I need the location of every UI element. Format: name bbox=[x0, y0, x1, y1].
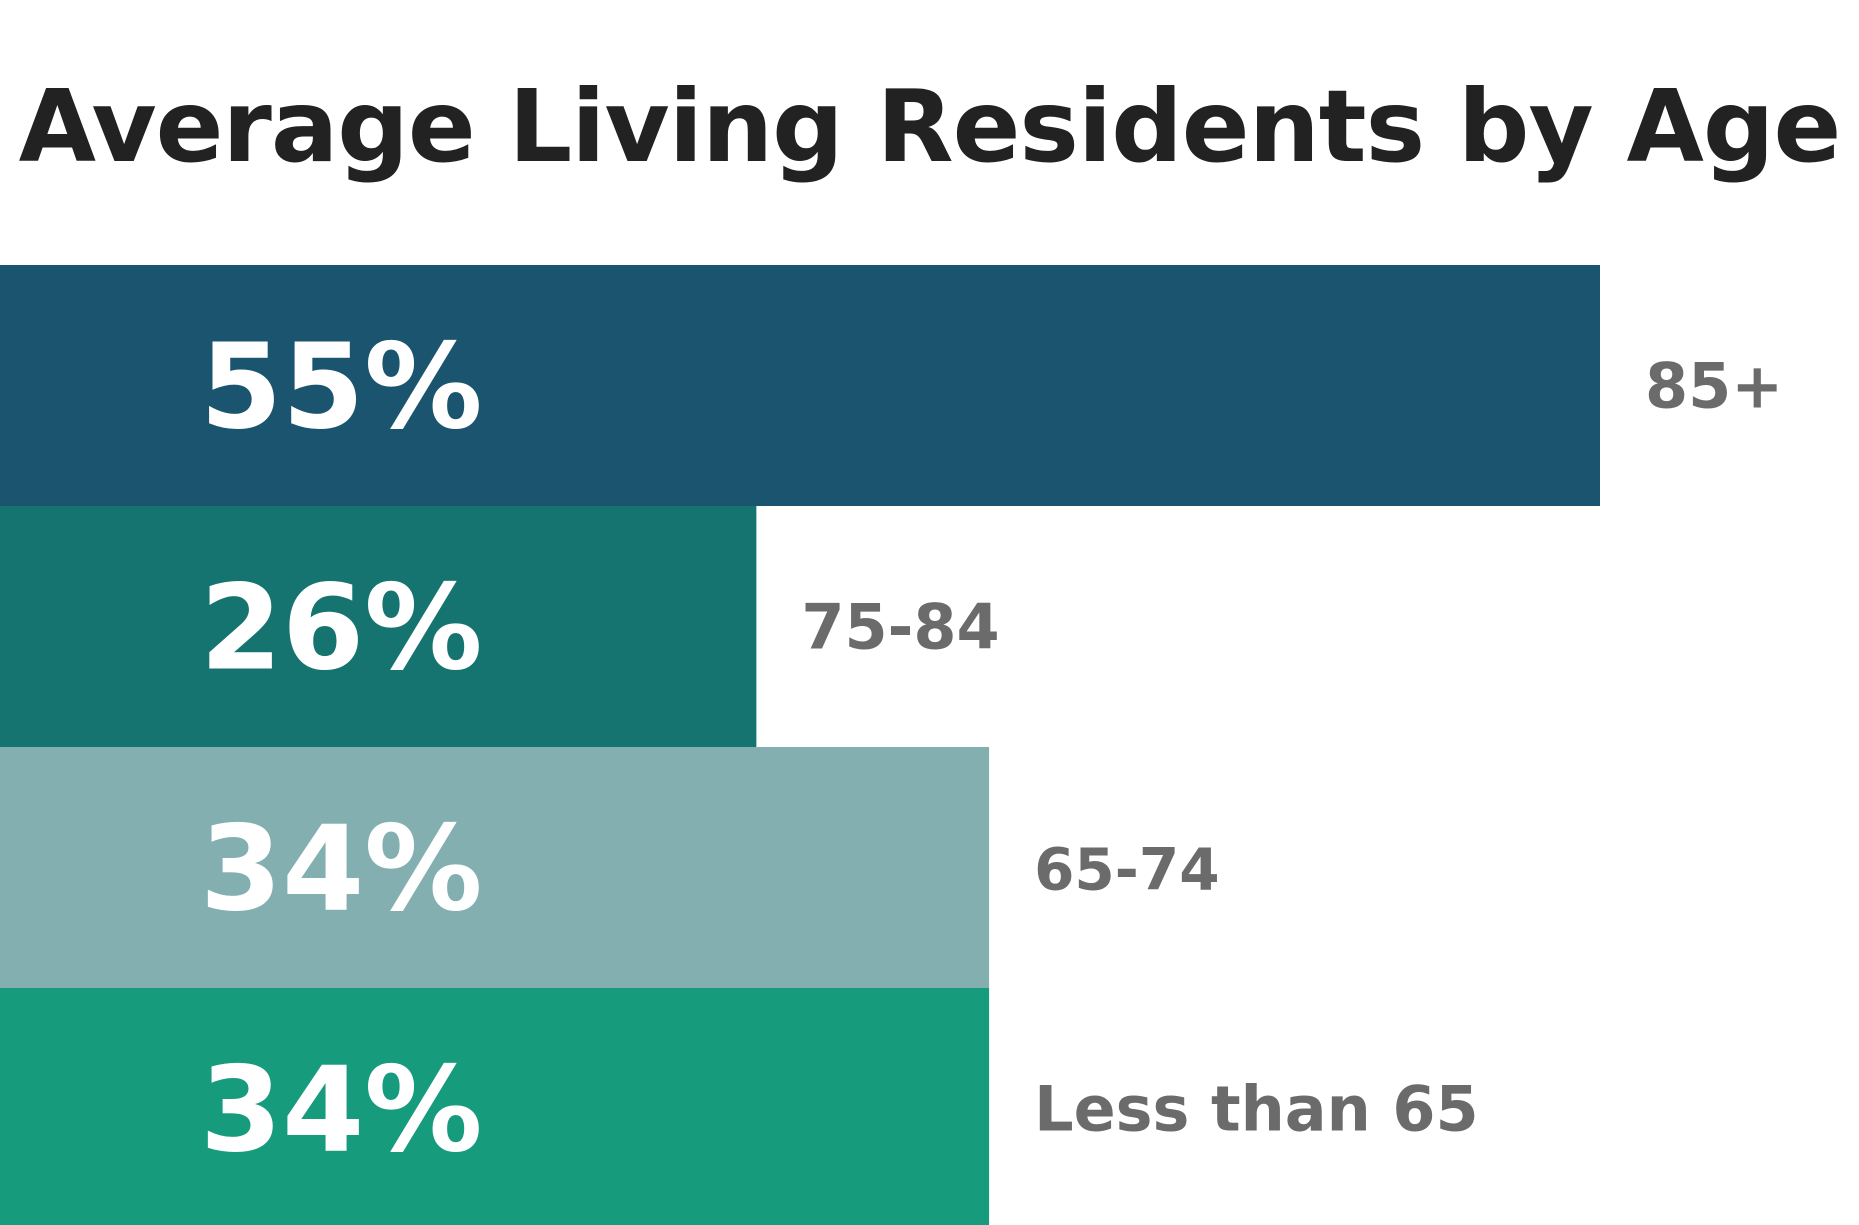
chart-title: Average Living Residents by Age bbox=[18, 68, 1842, 185]
category-label-2: 65-74 bbox=[1034, 836, 1220, 904]
category-label-1: 75-84 bbox=[801, 591, 999, 664]
bar-3 bbox=[0, 988, 990, 1225]
bar-1 bbox=[0, 506, 757, 747]
bar-2 bbox=[0, 747, 990, 988]
bar-value-label-1: 26% bbox=[200, 559, 482, 697]
bar-value-label-3: 34% bbox=[200, 1041, 482, 1179]
bar-value-label-0: 55% bbox=[200, 318, 482, 456]
bar-value-label-2: 34% bbox=[200, 800, 482, 938]
bar-0 bbox=[0, 265, 1600, 506]
category-label-3: Less than 65 bbox=[1034, 1073, 1479, 1146]
category-label-0: 85+ bbox=[1645, 350, 1783, 423]
